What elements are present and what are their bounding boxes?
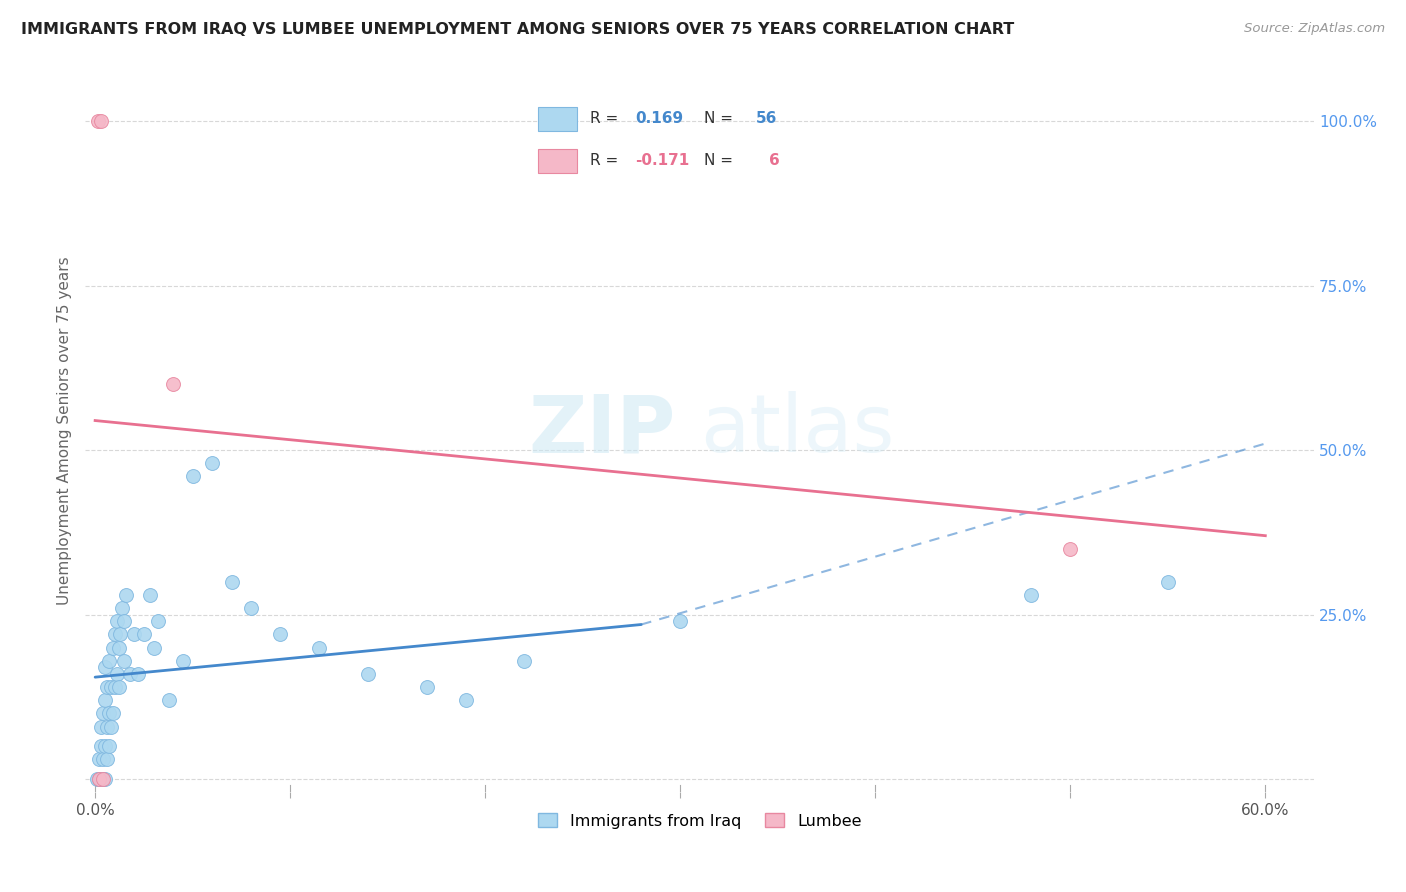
Point: [105, 614, 128, 628]
Point: [96, 680, 118, 694]
Point: [87, 752, 110, 766]
Point: [100, 680, 122, 694]
Point: [142, 640, 165, 655]
Point: [111, 601, 134, 615]
Point: [94, 693, 117, 707]
Point: [415, 680, 437, 694]
Point: [100, 719, 122, 733]
Text: IMMIGRANTS FROM IRAQ VS LUMBEE UNEMPLOYMENT AMONG SENIORS OVER 75 YEARS CORRELAT: IMMIGRANTS FROM IRAQ VS LUMBEE UNEMPLOYM…: [21, 22, 1014, 37]
Point: [87, 114, 110, 128]
Point: [97, 739, 120, 754]
Point: [105, 666, 128, 681]
Point: [172, 654, 194, 668]
Point: [94, 739, 117, 754]
Point: [120, 666, 142, 681]
Point: [90, 114, 112, 128]
Point: [357, 666, 380, 681]
Point: [513, 654, 536, 668]
Point: [115, 588, 138, 602]
Legend: Immigrants from Iraq, Lumbee: Immigrants from Iraq, Lumbee: [531, 806, 868, 835]
Point: [240, 601, 263, 615]
Point: [162, 377, 184, 392]
Point: [91, 706, 114, 721]
Point: [157, 693, 180, 707]
Point: [669, 614, 692, 628]
Point: [454, 693, 477, 707]
Point: [91, 772, 114, 786]
Point: [90, 739, 112, 754]
Point: [97, 706, 120, 721]
Point: [138, 588, 160, 602]
Point: [87, 772, 110, 786]
Point: [104, 680, 127, 694]
Point: [91, 752, 114, 766]
Point: [269, 627, 291, 641]
Point: [87, 772, 110, 786]
Point: [181, 469, 204, 483]
Point: [104, 627, 127, 641]
Point: [94, 660, 117, 674]
Point: [86, 772, 108, 786]
Y-axis label: Unemployment Among Seniors over 75 years: Unemployment Among Seniors over 75 years: [58, 256, 72, 605]
Point: [146, 614, 169, 628]
Point: [112, 614, 135, 628]
Point: [90, 719, 112, 733]
Point: [221, 574, 243, 589]
Point: [1059, 541, 1081, 556]
Point: [132, 627, 155, 641]
Point: [1019, 588, 1042, 602]
Point: [127, 666, 149, 681]
Point: [107, 640, 129, 655]
Point: [90, 772, 112, 786]
Point: [122, 627, 145, 641]
Point: [96, 719, 118, 733]
Point: [308, 640, 330, 655]
Point: [101, 706, 124, 721]
Text: atlas: atlas: [700, 392, 894, 469]
Point: [201, 456, 224, 470]
Point: [110, 627, 132, 641]
Point: [91, 772, 114, 786]
Point: [97, 654, 120, 668]
Text: Source: ZipAtlas.com: Source: ZipAtlas.com: [1244, 22, 1385, 36]
Point: [107, 680, 129, 694]
Point: [1157, 574, 1180, 589]
Point: [101, 640, 124, 655]
Point: [96, 752, 118, 766]
Point: [112, 654, 135, 668]
Point: [94, 772, 117, 786]
Text: ZIP: ZIP: [527, 392, 675, 469]
